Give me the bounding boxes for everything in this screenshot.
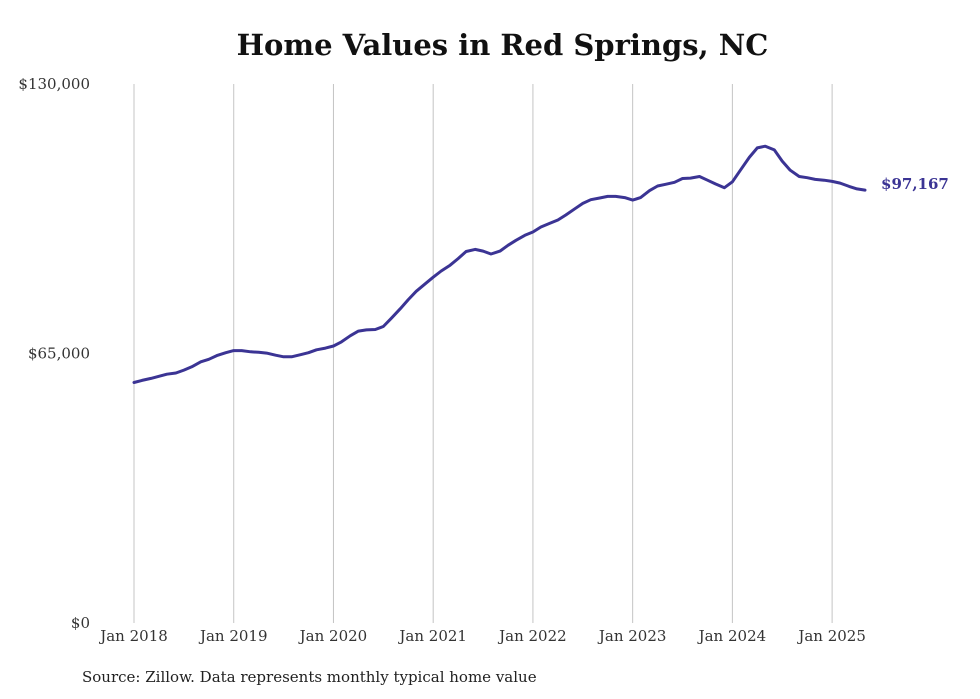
x-tick-label: Jan 2021: [397, 627, 467, 645]
y-tick-label: $0: [71, 614, 90, 632]
x-tick-label: Jan 2022: [497, 627, 567, 645]
series-line: [132, 144, 867, 384]
x-axis: Jan 2018 Jan 2019 Jan 2020 Jan 2021 Jan 2022…: [98, 627, 866, 645]
x-tick-label: Jan 2024: [697, 627, 767, 645]
series-layer: $97,167: [132, 144, 949, 384]
x-tick-label: Jan 2025: [796, 627, 866, 645]
end-value-label: $97,167: [881, 175, 949, 193]
x-tick-label: Jan 2019: [198, 627, 268, 645]
x-tick-label: Jan 2018: [98, 627, 168, 645]
source-note: Source: Zillow. Data represents monthly …: [82, 668, 537, 686]
y-tick-label: $65,000: [28, 345, 90, 363]
grid-layer: [133, 84, 833, 623]
y-axis: $0 $65,000 $130,000: [18, 75, 90, 632]
chart-title: Home Values in Red Springs, NC: [236, 28, 769, 62]
x-tick-label: Jan 2023: [597, 627, 667, 645]
y-tick-label: $130,000: [18, 75, 90, 93]
x-tick-label: Jan 2020: [298, 627, 368, 645]
